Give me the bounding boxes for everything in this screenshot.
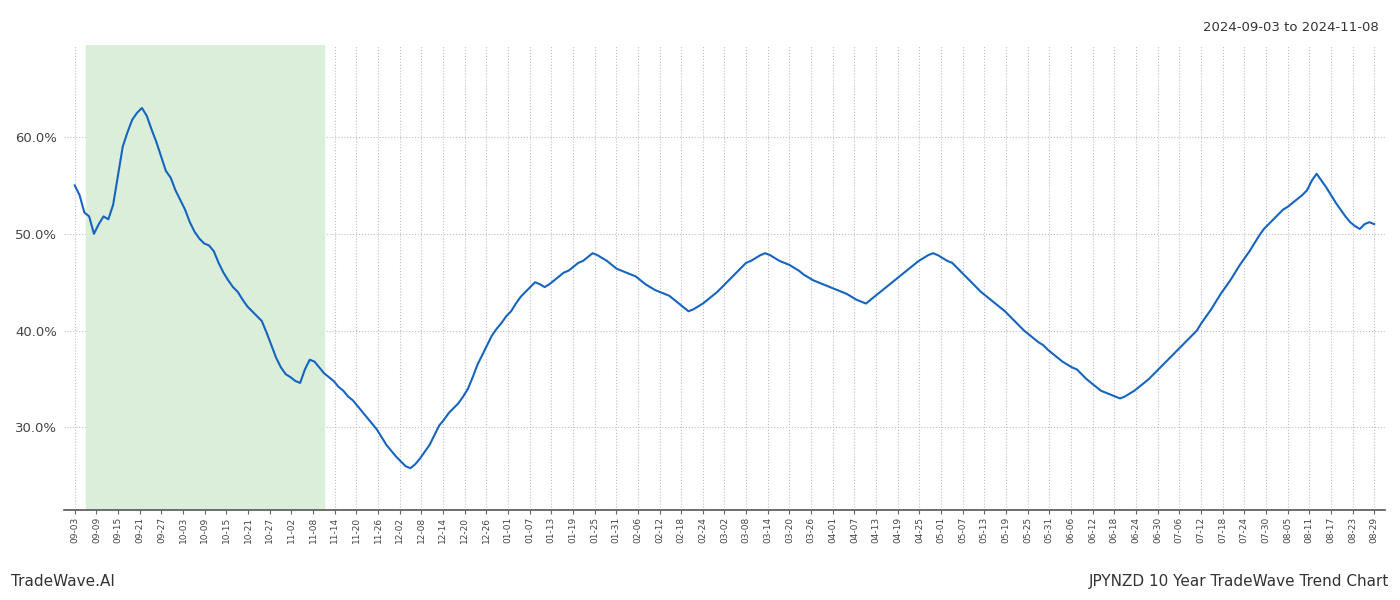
Text: TradeWave.AI: TradeWave.AI — [11, 574, 115, 589]
Bar — [85, 45, 323, 510]
Text: JPYNZD 10 Year TradeWave Trend Chart: JPYNZD 10 Year TradeWave Trend Chart — [1088, 574, 1389, 589]
Text: 2024-09-03 to 2024-11-08: 2024-09-03 to 2024-11-08 — [1203, 21, 1379, 34]
